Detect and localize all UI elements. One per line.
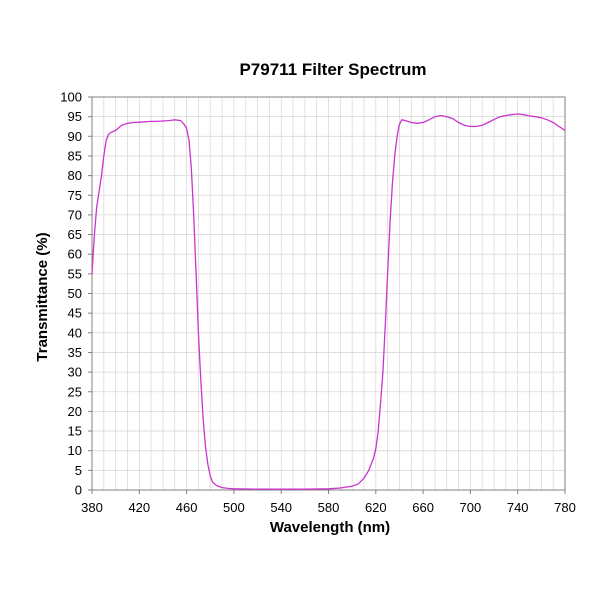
x-tick-label: 660 — [412, 500, 434, 515]
y-tick-label: 25 — [68, 384, 82, 399]
grid — [91, 96, 566, 491]
y-tick-label: 70 — [68, 207, 82, 222]
x-tick-label: 700 — [460, 500, 482, 515]
chart-title: P79711 Filter Spectrum — [239, 60, 426, 79]
x-tick-label: 580 — [318, 500, 340, 515]
y-axis: 0 5 10 15 20 25 30 35 40 45 50 55 60 65 70 75 80 85 90 95 10… — [60, 90, 92, 498]
x-tick-label: 740 — [507, 500, 529, 515]
x-axis-label: Wavelength (nm) — [270, 519, 390, 536]
y-tick-label: 5 — [75, 463, 82, 478]
y-tick-label: 20 — [68, 404, 82, 419]
y-tick-label: 50 — [68, 286, 82, 301]
x-tick-label: 780 — [554, 500, 576, 515]
y-tick-label: 90 — [68, 129, 82, 144]
y-tick-label: 60 — [68, 247, 82, 262]
y-tick-label: 95 — [68, 109, 82, 124]
x-tick-label: 500 — [223, 500, 245, 515]
y-tick-label: 40 — [68, 325, 82, 340]
x-tick-label: 460 — [176, 500, 198, 515]
x-tick-label: 540 — [270, 500, 292, 515]
y-axis-label: Transmittance (%) — [34, 232, 51, 361]
y-tick-label: 15 — [68, 424, 82, 439]
y-tick-label: 75 — [68, 188, 82, 203]
x-tick-label: 420 — [128, 500, 150, 515]
x-tick-label: 380 — [81, 500, 103, 515]
y-tick-label: 0 — [75, 483, 82, 498]
y-tick-label: 85 — [68, 148, 82, 163]
y-tick-label: 80 — [68, 168, 82, 183]
y-tick-label: 100 — [60, 90, 82, 105]
y-tick-label: 35 — [68, 345, 82, 360]
x-tick-label: 620 — [365, 500, 387, 515]
x-axis: 380 420 460 500 540 580 620 660 700 740 780 — [81, 490, 576, 515]
y-tick-label: 65 — [68, 227, 82, 242]
y-tick-label: 30 — [68, 365, 82, 380]
y-tick-label: 10 — [68, 443, 82, 458]
y-tick-label: 45 — [68, 306, 82, 321]
series-line-transmittance — [91, 113, 566, 490]
y-tick-label: 55 — [68, 266, 82, 281]
